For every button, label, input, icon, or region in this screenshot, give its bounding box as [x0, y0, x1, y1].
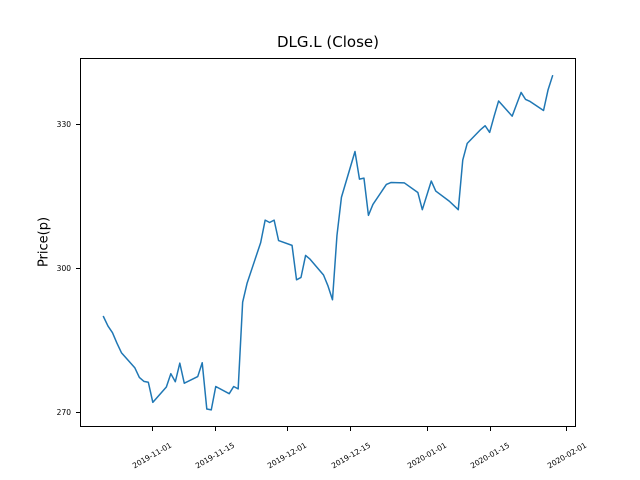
x-tick-mark [426, 427, 428, 432]
x-tick-mark [566, 427, 568, 432]
x-tick-label: 2020-01-15 [469, 440, 512, 471]
x-tick-label: 2020-02-01 [545, 440, 589, 471]
plot-area [80, 57, 576, 428]
x-tick-label: 2019-11-15 [194, 440, 237, 471]
y-tick-label: 300 [56, 264, 71, 274]
x-tick-mark [489, 427, 491, 432]
x-tick-mark [151, 427, 153, 432]
x-tick-label: 2019-12-15 [329, 440, 372, 471]
price-line-chart [102, 74, 554, 411]
y-tick-mark [76, 268, 80, 270]
y-tick-label: 270 [56, 407, 71, 417]
y-tick-mark [76, 124, 80, 126]
chart-title: DLG.L (Close) [277, 33, 379, 51]
y-tick-label: 330 [56, 120, 71, 130]
y-tick-mark [76, 411, 80, 413]
x-tick-mark [214, 427, 216, 432]
x-tick-mark [350, 427, 352, 432]
x-tick-label: 2019-11-01 [131, 440, 174, 471]
x-tick-label: 2019-12-01 [266, 440, 309, 471]
x-tick-label: 2020-01-01 [406, 440, 449, 471]
x-tick-mark [286, 427, 288, 432]
series-line-close [102, 74, 554, 411]
y-axis-label: Price(p) [36, 216, 52, 268]
